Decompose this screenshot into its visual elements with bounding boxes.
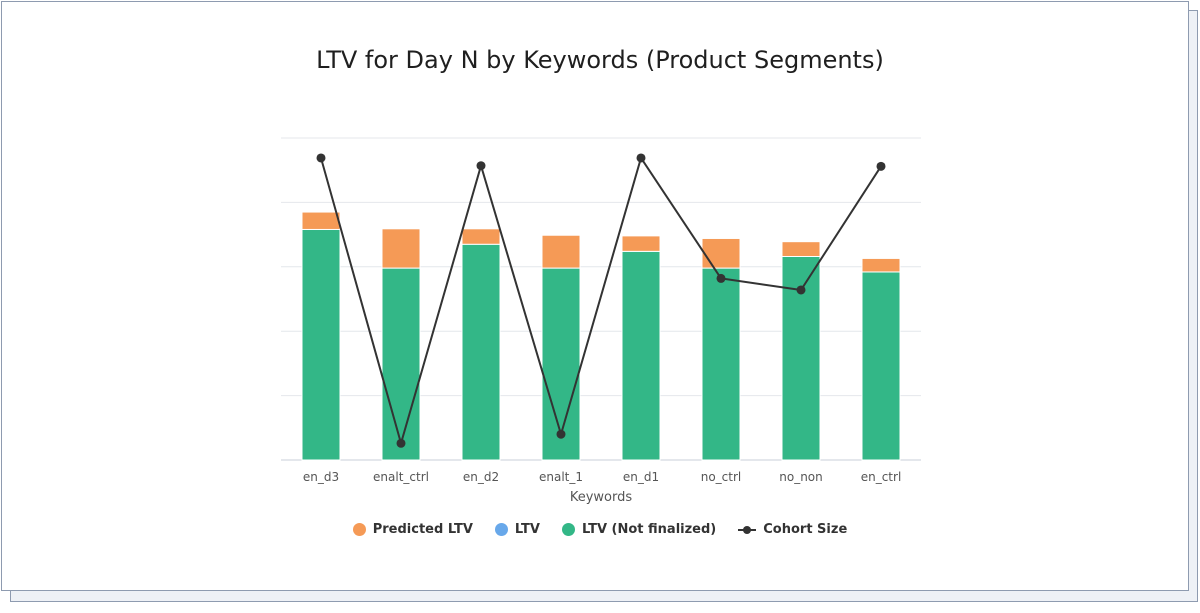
bar-predicted-ltv[interactable] <box>781 241 821 257</box>
bar-ltv-not-finalized[interactable] <box>461 243 501 461</box>
x-tick-label: no_non <box>779 470 823 484</box>
x-tick-label: enalt_ctrl <box>373 470 429 484</box>
bar-ltv-not-finalized[interactable] <box>381 267 421 461</box>
legend-marker-ltv-not-finalized <box>561 523 575 536</box>
legend-marker-cohort-size <box>738 523 757 536</box>
legend-item-ltv[interactable]: LTV <box>494 522 540 537</box>
chart-title: LTV for Day N by Keywords (Product Segme… <box>316 46 884 74</box>
chart-frame <box>1 1 1189 591</box>
bar-predicted-ltv[interactable] <box>461 228 501 245</box>
legend-item-predicted-ltv[interactable]: Predicted LTV <box>352 522 473 537</box>
legend-item-ltv-not-finalized[interactable]: LTV (Not finalized) <box>561 522 717 537</box>
line-cohort-size <box>320 156 882 445</box>
point-cohort-size[interactable] <box>636 153 646 163</box>
x-tick-label: en_d1 <box>623 470 659 484</box>
bar-predicted-ltv[interactable] <box>701 237 741 269</box>
bar-predicted-ltv[interactable] <box>861 257 901 273</box>
point-cohort-size[interactable] <box>876 161 886 171</box>
point-cohort-size[interactable] <box>476 161 486 171</box>
legend-label-predicted-ltv: Predicted LTV <box>372 522 473 537</box>
legend-item-cohort-size[interactable]: Cohort Size <box>738 522 847 537</box>
legend-marker-predicted-ltv <box>352 523 366 536</box>
legend: Predicted LTV LTV LTV (Not finalized) Co… <box>0 522 1200 537</box>
bar-predicted-ltv[interactable] <box>541 234 581 269</box>
bar-ltv-not-finalized[interactable] <box>701 267 741 461</box>
point-cohort-size[interactable] <box>716 273 726 283</box>
bar-ltv-not-finalized[interactable] <box>861 271 901 461</box>
point-cohort-size[interactable] <box>556 429 566 439</box>
x-tick-label: en_d2 <box>463 470 499 484</box>
point-cohort-size[interactable] <box>396 438 406 448</box>
bar-ltv-not-finalized[interactable] <box>621 250 661 461</box>
legend-label-ltv-not-finalized: LTV (Not finalized) <box>581 522 717 537</box>
legend-label-ltv: LTV <box>514 522 540 537</box>
legend-label-cohort-size: Cohort Size <box>763 522 848 537</box>
bar-ltv-not-finalized[interactable] <box>301 228 341 461</box>
bar-predicted-ltv[interactable] <box>381 228 421 269</box>
bar-predicted-ltv[interactable] <box>301 211 341 230</box>
x-tick-label: en_ctrl <box>861 470 902 484</box>
legend-marker-ltv <box>494 523 508 536</box>
bar-predicted-ltv[interactable] <box>621 235 661 252</box>
point-cohort-size[interactable] <box>796 285 806 295</box>
point-cohort-size[interactable] <box>316 153 326 163</box>
x-tick-label: no_ctrl <box>701 470 742 484</box>
x-axis-title: Keywords <box>570 490 633 505</box>
x-tick-label: enalt_1 <box>539 470 583 484</box>
x-tick-label: en_d3 <box>303 470 339 484</box>
